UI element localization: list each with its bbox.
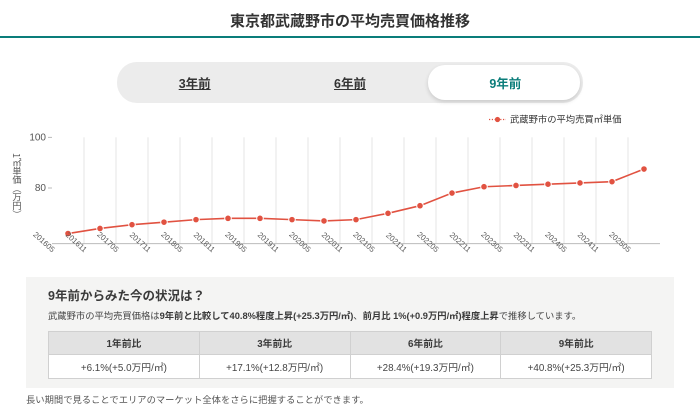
svg-text:202205: 202205 (415, 230, 441, 255)
svg-text:武蔵野市の平均売買㎡単価: 武蔵野市の平均売買㎡単価 (510, 112, 622, 126)
svg-text:201811: 201811 (192, 230, 217, 254)
svg-text:202105: 202105 (351, 230, 377, 255)
svg-text:202505: 202505 (607, 230, 633, 255)
svg-text:201905: 201905 (223, 230, 249, 255)
svg-text:201611: 201611 (64, 230, 89, 254)
svg-text:80: 80 (35, 183, 47, 194)
svg-text:201805: 201805 (159, 230, 185, 255)
svg-text:202011: 202011 (320, 230, 345, 254)
svg-text:202405: 202405 (543, 230, 569, 255)
svg-text:201911: 201911 (256, 230, 281, 254)
svg-text:201705: 201705 (95, 230, 121, 255)
svg-text:202411: 202411 (576, 230, 601, 254)
svg-text:202111: 202111 (384, 231, 409, 254)
svg-text:202005: 202005 (287, 230, 313, 255)
svg-text:201711: 201711 (128, 230, 153, 254)
svg-text:201605: 201605 (31, 230, 57, 255)
svg-text:202311: 202311 (512, 230, 537, 254)
svg-text:202211: 202211 (448, 230, 473, 254)
svg-text:202305: 202305 (479, 230, 505, 255)
svg-text:100: 100 (29, 132, 46, 143)
